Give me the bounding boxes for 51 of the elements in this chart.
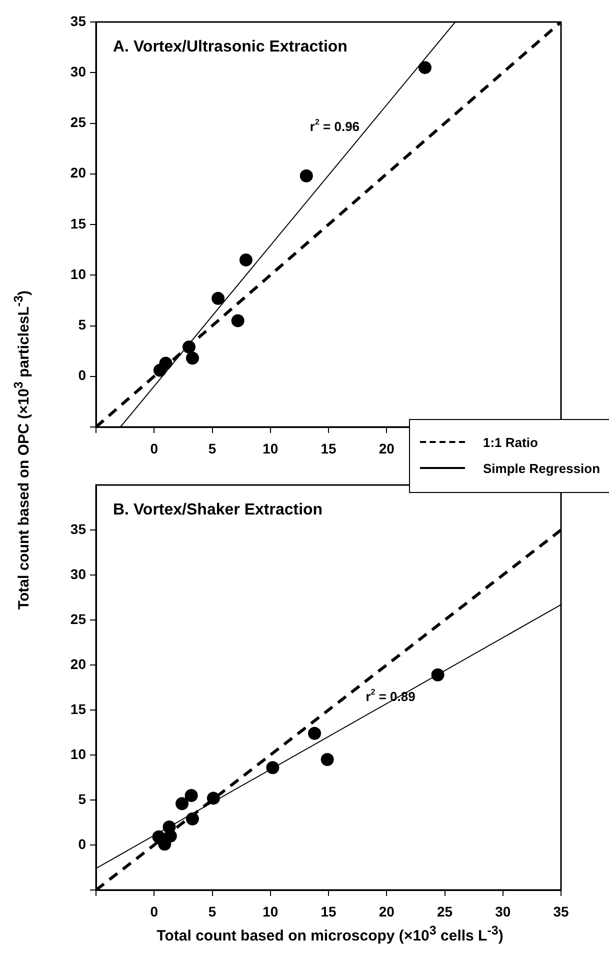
x-tick-label: 15 [320,903,336,920]
legend-label: 1:1 Ratio [483,434,538,450]
point [212,292,225,305]
point [153,364,166,377]
point [184,789,198,802]
point [231,314,244,328]
y-tick-label: 0 [78,367,86,384]
y-tick-label: 15 [70,215,86,232]
y-tick-label: 35 [70,12,86,29]
text: B. Vortex/Shaker Extraction [113,501,323,518]
point [158,838,172,851]
point [266,761,280,774]
x-tick-label: 25 [436,903,453,920]
y-tick-label: 35 [70,520,86,537]
x-tick-label: 20 [378,440,395,456]
y-tick-label: 25 [70,610,86,627]
y-tick-label: 15 [70,700,86,717]
x-tick-label: 10 [262,903,278,920]
legend-label: Simple Regression [483,460,600,476]
point [308,726,322,740]
x-tick-label: 35 [553,903,569,920]
y-tick-label: 20 [70,656,86,672]
y-tick-label: 30 [70,566,86,582]
x-axis-title: Total count based on microscopy (×10$^{3}$ cells L$^{-3}$) [156,924,504,944]
y-tick-label: 25 [70,114,86,130]
x-tick-label: 5 [208,440,216,456]
x-tick-label: 0 [150,440,158,456]
text: A. Vortex/Ultrasonic Extraction [113,38,348,56]
x-tick-label: 0 [150,903,158,920]
point [182,340,196,354]
point [418,61,432,74]
point [186,352,199,365]
y-tick-label: 30 [70,63,86,80]
x-tick-label: 30 [495,903,511,920]
y-tick-label: 5 [78,790,86,807]
x-tick-label: 10 [262,440,278,456]
x-tick-label: 15 [320,440,336,456]
y-tick-label: 20 [70,164,86,181]
x-tick-label: 5 [208,903,216,920]
y-tick-label: 5 [78,316,86,333]
point [206,792,220,805]
y-tick-label: 0 [78,836,86,852]
x-tick-label: 20 [378,903,395,920]
y-tick-label: 10 [70,266,86,282]
point [186,812,199,826]
point [239,253,252,266]
point [300,169,313,182]
point [176,797,189,810]
y-tick-label: 10 [70,746,86,762]
point [320,753,334,766]
point [431,668,444,682]
